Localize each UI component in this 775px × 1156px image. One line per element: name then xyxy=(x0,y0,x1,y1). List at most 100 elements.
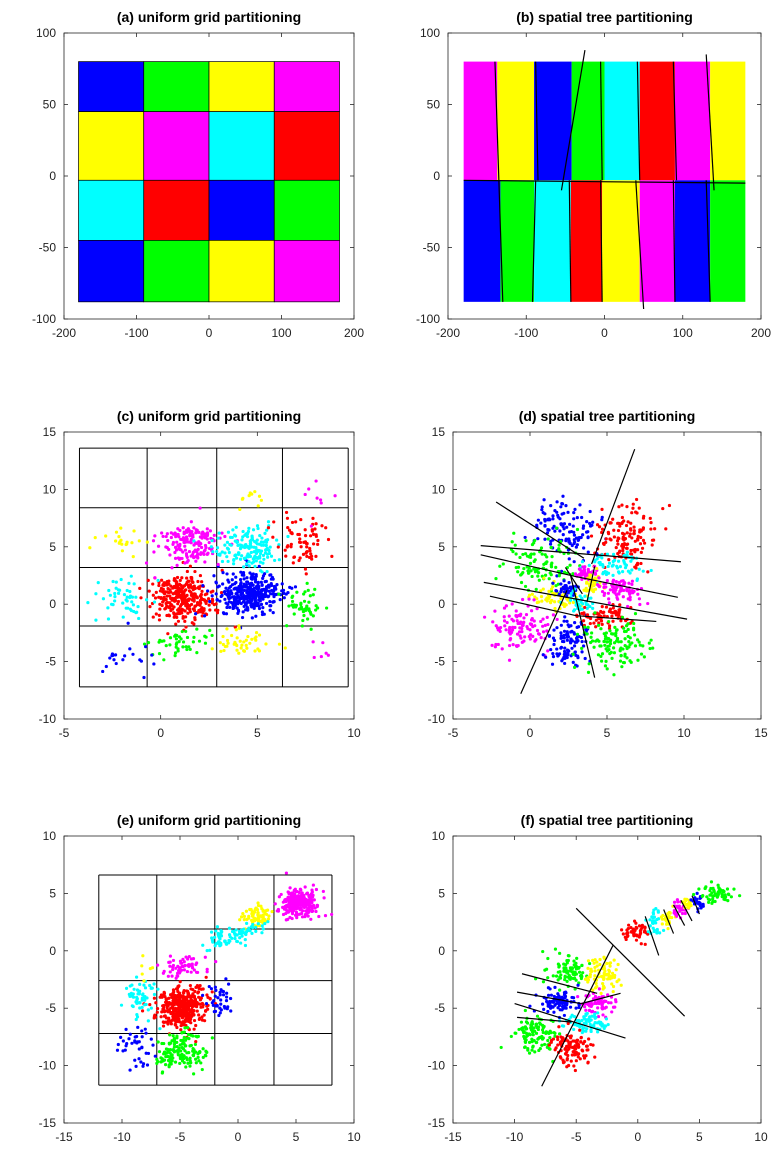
data-point xyxy=(299,601,303,605)
data-point xyxy=(244,556,248,560)
data-point xyxy=(181,957,185,961)
data-point xyxy=(620,928,624,932)
data-point xyxy=(239,941,243,945)
data-point xyxy=(164,1054,168,1059)
data-point xyxy=(559,623,563,627)
data-point xyxy=(212,533,216,537)
data-point xyxy=(660,922,664,926)
data-point xyxy=(550,555,554,559)
data-point xyxy=(239,544,243,549)
data-point xyxy=(253,490,257,494)
data-point xyxy=(625,531,629,535)
data-point xyxy=(273,558,277,563)
data-point xyxy=(157,652,162,656)
data-point xyxy=(603,637,608,641)
data-point xyxy=(535,628,540,633)
data-point xyxy=(606,977,610,981)
data-point xyxy=(174,622,178,626)
data-point xyxy=(308,546,312,551)
data-point xyxy=(162,639,166,643)
data-point xyxy=(659,915,663,919)
data-point xyxy=(166,1003,170,1008)
data-point xyxy=(518,555,522,560)
data-point xyxy=(140,1029,144,1033)
data-point xyxy=(160,1041,164,1046)
data-point xyxy=(604,1017,609,1021)
data-point xyxy=(582,1005,587,1009)
data-point xyxy=(515,615,519,619)
data-point xyxy=(575,632,580,636)
data-point xyxy=(630,536,634,540)
data-point xyxy=(570,966,575,971)
data-point xyxy=(254,586,258,590)
data-point xyxy=(145,598,149,602)
data-point xyxy=(261,913,265,917)
data-point xyxy=(215,549,219,554)
data-point xyxy=(516,565,521,569)
data-point xyxy=(617,608,621,612)
data-point xyxy=(253,576,257,581)
data-point xyxy=(648,646,652,651)
data-point xyxy=(703,886,707,891)
data-point xyxy=(316,542,320,546)
partition-line xyxy=(517,1016,572,1023)
partition-region xyxy=(570,180,603,302)
partition-region xyxy=(497,61,535,181)
data-point xyxy=(624,523,629,528)
data-point xyxy=(200,1015,204,1019)
data-point xyxy=(284,908,288,912)
data-point xyxy=(580,577,584,581)
data-point xyxy=(707,900,711,904)
data-point xyxy=(219,998,223,1002)
data-point xyxy=(563,615,567,619)
data-point xyxy=(600,563,604,567)
data-point xyxy=(255,524,260,528)
partition-line xyxy=(576,615,657,623)
data-point xyxy=(205,552,209,556)
panel-c: (c) uniform grid partitioning-5 0 5 10-10-5… xyxy=(39,408,361,740)
data-point xyxy=(128,1032,132,1036)
data-point xyxy=(250,616,254,620)
x-tick-label: 10 xyxy=(754,1130,768,1144)
data-point xyxy=(298,537,302,541)
data-point xyxy=(577,1045,581,1049)
data-point xyxy=(104,534,108,538)
data-point xyxy=(615,566,620,570)
data-point xyxy=(279,892,283,897)
data-point xyxy=(169,535,173,540)
data-point xyxy=(250,909,254,913)
data-point xyxy=(163,995,167,999)
data-point xyxy=(598,957,602,962)
data-point xyxy=(163,607,167,611)
data-point xyxy=(594,618,598,622)
data-point xyxy=(178,1056,183,1061)
y-tick-label: -50 xyxy=(423,241,441,255)
data-point xyxy=(195,541,199,545)
data-point xyxy=(583,625,587,629)
data-point xyxy=(533,1050,537,1054)
y-tick-label: 0 xyxy=(438,944,445,958)
data-point xyxy=(493,645,497,649)
data-point xyxy=(546,622,550,627)
data-point xyxy=(593,1020,597,1025)
x-tick-label: -5 xyxy=(448,726,459,740)
data-point xyxy=(142,642,147,646)
data-point xyxy=(302,894,306,899)
data-point xyxy=(260,536,264,540)
data-point xyxy=(167,613,171,617)
data-point xyxy=(640,926,644,930)
data-point xyxy=(282,591,286,595)
data-point xyxy=(636,538,640,542)
data-point xyxy=(539,546,544,550)
partition-line xyxy=(521,973,598,994)
data-point xyxy=(184,1044,188,1048)
partition-line xyxy=(564,567,583,595)
data-point xyxy=(579,535,583,540)
data-point xyxy=(238,918,242,922)
data-point xyxy=(232,606,236,610)
data-point xyxy=(158,589,163,593)
data-point xyxy=(619,653,623,658)
data-point xyxy=(191,1049,195,1053)
data-point xyxy=(225,638,230,643)
data-point xyxy=(632,529,636,533)
